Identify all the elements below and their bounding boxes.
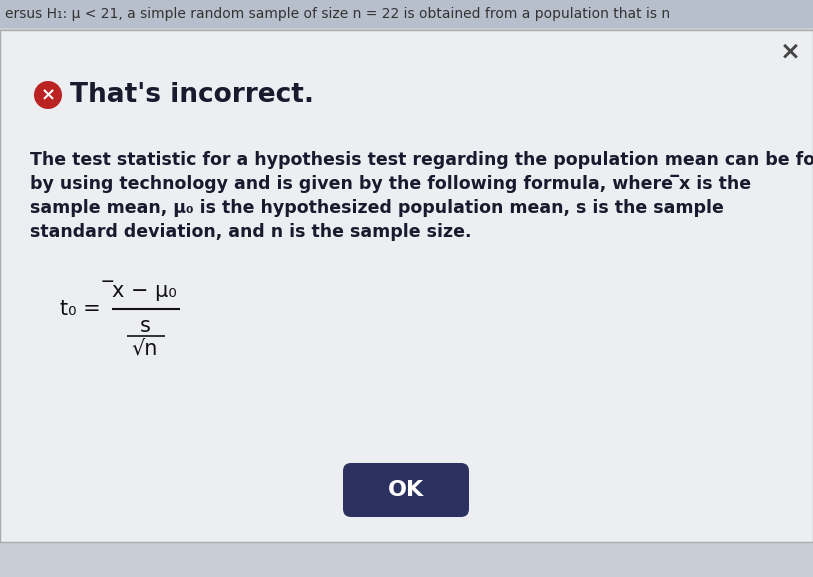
Text: OK: OK	[388, 480, 424, 500]
Text: ×: ×	[780, 40, 801, 64]
Text: ersus H₁: μ < 21, a simple random sample of size n = 22 is obtained from a popul: ersus H₁: μ < 21, a simple random sample…	[5, 7, 670, 21]
Text: ̅x − μ₀: ̅x − μ₀	[113, 280, 177, 301]
Circle shape	[34, 81, 62, 109]
Text: by using technology and is given by the following formula, where ̅x is the: by using technology and is given by the …	[30, 175, 751, 193]
Text: That's incorrect.: That's incorrect.	[70, 82, 314, 108]
Text: t₀ =: t₀ =	[60, 299, 101, 319]
Text: √n: √n	[132, 339, 159, 359]
Text: The test statistic for a hypothesis test regarding the population mean can be fo: The test statistic for a hypothesis test…	[30, 151, 813, 169]
Text: s: s	[140, 316, 150, 336]
FancyBboxPatch shape	[0, 0, 813, 28]
Text: standard deviation, and n is the sample size.: standard deviation, and n is the sample …	[30, 223, 472, 241]
FancyBboxPatch shape	[0, 30, 813, 542]
Text: sample mean, μ₀ is the hypothesized population mean, s is the sample: sample mean, μ₀ is the hypothesized popu…	[30, 199, 724, 217]
FancyBboxPatch shape	[343, 463, 469, 517]
Text: ×: ×	[41, 86, 55, 104]
